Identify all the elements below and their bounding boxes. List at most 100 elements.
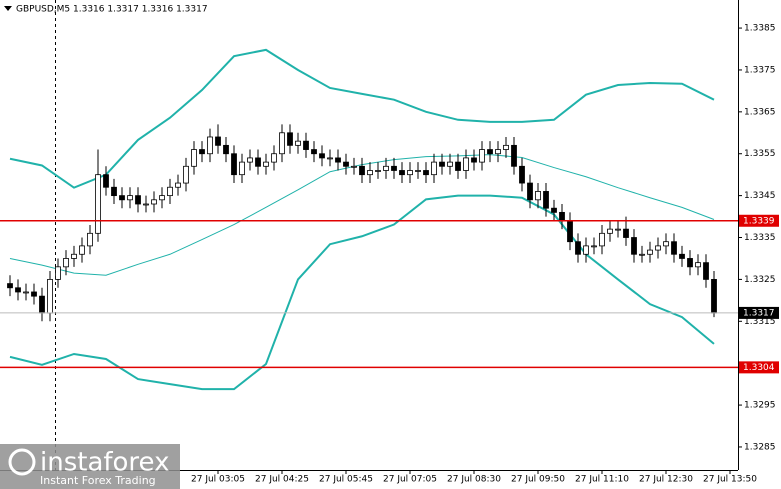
- menu-icon: [4, 6, 12, 11]
- candle-body: [135, 195, 141, 205]
- candle-body: [79, 245, 85, 255]
- plot: 1.3285 1.3295 1.3315 1.3325 1.3335 1.3345 1.33…: [0, 24, 776, 485]
- candle-body: [447, 161, 453, 167]
- candle-body: [511, 144, 517, 167]
- candle-body: [247, 157, 253, 163]
- candle-body: [639, 253, 645, 256]
- candle-body: [407, 170, 413, 176]
- candle-body: [655, 245, 661, 251]
- candle-body: [319, 153, 325, 159]
- candle-body: [39, 295, 45, 314]
- candle-body: [479, 149, 485, 163]
- level-label-box: [739, 214, 779, 227]
- candle-body: [495, 149, 501, 155]
- candle-body: [391, 165, 397, 171]
- candle-body: [439, 161, 445, 167]
- candle-body: [647, 249, 653, 255]
- candle-body: [335, 157, 341, 163]
- candle-body: [399, 170, 405, 176]
- candle-body: [559, 211, 565, 222]
- candle-body: [255, 157, 261, 167]
- x-tick-label: 27 Jul 05:45: [319, 475, 373, 485]
- candle-body: [575, 241, 581, 255]
- candle-body: [591, 245, 597, 248]
- x-tick-label: 27 Jul 13:50: [703, 475, 757, 485]
- current-price-box: [739, 306, 779, 319]
- candle-body: [383, 165, 389, 171]
- candle-body: [271, 153, 277, 163]
- candle-body: [679, 253, 685, 259]
- y-tick-label: 1.3315: [744, 317, 776, 327]
- candle-body: [503, 144, 509, 150]
- candle-body: [711, 279, 717, 314]
- level-label-box: [739, 361, 779, 374]
- candle-body: [327, 157, 333, 160]
- candle-body: [367, 170, 373, 176]
- candle-body: [15, 287, 21, 293]
- level-label: 1.3304: [743, 363, 775, 373]
- candle-body: [215, 136, 221, 146]
- x-tick-label: 27 Jul 09:50: [511, 475, 565, 485]
- candle-body: [567, 220, 573, 243]
- y-tick-label: 1.3285: [744, 442, 776, 452]
- y-tick-label: 1.3355: [744, 149, 776, 159]
- candle-body: [263, 161, 269, 167]
- y-tick-label: 1.3345: [744, 191, 776, 201]
- candle-body: [687, 258, 693, 268]
- candle-body: [103, 174, 109, 188]
- candle-body: [519, 165, 525, 184]
- y-tick-label: 1.3375: [744, 65, 776, 75]
- logo-name: instaforex: [40, 448, 169, 478]
- candle-body: [455, 161, 461, 171]
- candle-body: [463, 157, 469, 171]
- candle-body: [231, 153, 237, 176]
- candle-body: [599, 232, 605, 247]
- candle-body: [295, 140, 301, 146]
- bollinger-band: [9, 194, 715, 391]
- level-label: 1.3339: [743, 216, 775, 226]
- candle-body: [551, 207, 557, 213]
- y-tick-label: 1.3325: [744, 275, 776, 285]
- candle-body: [31, 291, 37, 297]
- current-price-label: 1.3317: [743, 308, 775, 318]
- candle-body: [207, 136, 213, 155]
- candle-body: [143, 203, 149, 206]
- candle-body: [175, 182, 181, 188]
- candle-body: [47, 279, 53, 314]
- candle-body: [183, 165, 189, 184]
- candle-body: [671, 241, 677, 255]
- logo-icon: [8, 448, 36, 476]
- candle-body: [431, 161, 437, 176]
- candle-body: [583, 245, 589, 255]
- candle-body: [311, 149, 317, 155]
- candle-body: [623, 228, 629, 238]
- candle-body: [95, 174, 101, 234]
- candle-body: [191, 149, 197, 167]
- candle-body: [127, 195, 133, 201]
- candle-body: [543, 191, 549, 209]
- candle-body: [615, 228, 621, 231]
- candle-body: [375, 170, 381, 172]
- logo: instaforex Instant Forex Trading: [0, 444, 180, 489]
- candle-body: [607, 228, 613, 234]
- candle-body: [23, 291, 29, 294]
- candle-body: [663, 241, 669, 247]
- candle-body: [703, 262, 709, 280]
- candle-body: [487, 149, 493, 155]
- candle-body: [87, 232, 93, 247]
- candle-body: [239, 161, 245, 176]
- y-tick-label: 1.3385: [744, 24, 776, 34]
- candle-body: [167, 186, 173, 197]
- x-tick-label: 27 Jul 03:05: [191, 475, 245, 485]
- x-tick-label: 27 Jul 12:30: [639, 475, 693, 485]
- candle-body: [223, 144, 229, 155]
- candle-body: [303, 140, 309, 150]
- candle-body: [111, 186, 117, 197]
- x-tick-label: 27 Jul 08:30: [447, 475, 501, 485]
- candle-body: [199, 149, 205, 155]
- logo-tagline: Instant Forex Trading: [40, 474, 156, 487]
- candle-body: [695, 262, 701, 268]
- x-tick-label: 27 Jul 11:10: [575, 475, 629, 485]
